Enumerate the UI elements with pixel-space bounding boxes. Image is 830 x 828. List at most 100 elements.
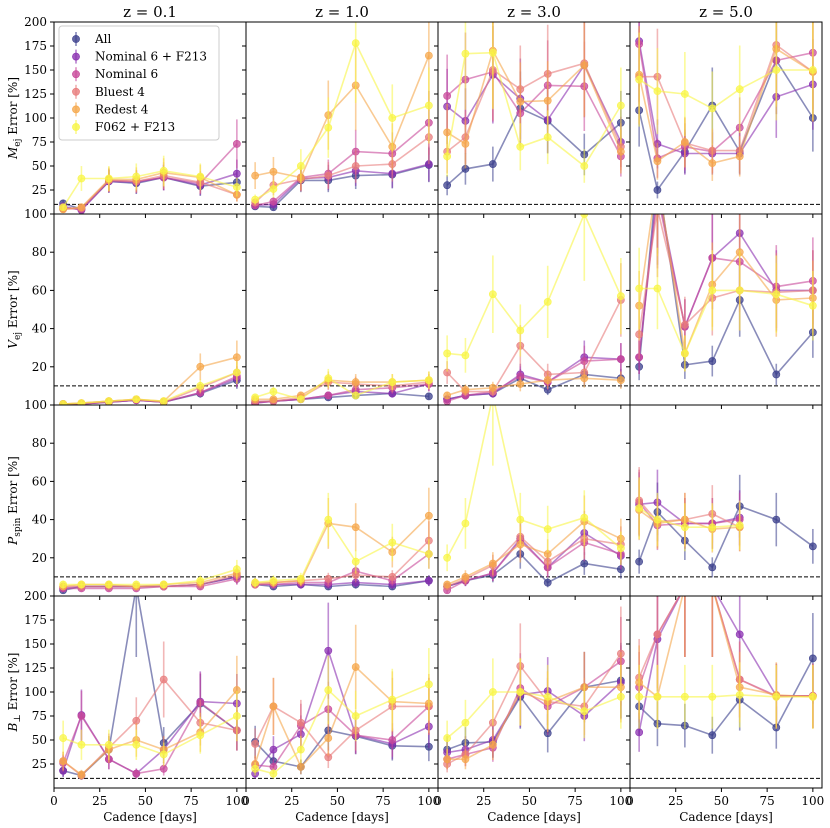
point-f062-f213-5 bbox=[388, 538, 397, 547]
y-tick-label: 175 bbox=[24, 39, 47, 53]
legend-marker bbox=[72, 52, 80, 61]
panel-r2-c3 bbox=[626, 404, 823, 600]
series-nominal-6 bbox=[251, 90, 433, 210]
series-bluest-4 bbox=[251, 521, 433, 589]
series-line-f062-f213 bbox=[447, 214, 622, 357]
point-redest-4-3 bbox=[516, 97, 525, 106]
point-f062-f213-5 bbox=[196, 381, 205, 390]
panel-plot bbox=[54, 559, 246, 595]
point-f062-f213-4 bbox=[735, 286, 744, 295]
point-nominal-6-f213-0 bbox=[635, 728, 644, 737]
point-f062-f213-2 bbox=[104, 740, 113, 749]
point-f062-f213-1 bbox=[77, 399, 86, 405]
y-tick-label: 100 bbox=[24, 111, 47, 125]
point-nominal-6-1 bbox=[77, 712, 86, 720]
point-f062-f213-6 bbox=[808, 301, 817, 310]
series-nominal-6-f213 bbox=[443, 510, 625, 591]
point-redest-4-1 bbox=[461, 385, 470, 394]
panel-frame bbox=[629, 213, 823, 406]
x-tick-label: 25 bbox=[668, 794, 683, 808]
column-title-2: z = 3.0 bbox=[507, 3, 561, 21]
point-redest-4-5 bbox=[196, 362, 205, 371]
panel-plot bbox=[438, 214, 630, 405]
series-f062-f213 bbox=[635, 477, 744, 552]
y-tick-label: 60 bbox=[32, 474, 47, 488]
panel-plot bbox=[246, 602, 438, 779]
panel-plot bbox=[438, 405, 630, 595]
point-f062-f213-5 bbox=[388, 114, 397, 122]
series-line-all bbox=[638, 58, 814, 192]
point-bluest-4-1 bbox=[653, 630, 662, 639]
point-f062-f213-3 bbox=[132, 740, 141, 749]
point-f062-f213-5 bbox=[580, 162, 589, 170]
series-all bbox=[443, 363, 625, 404]
point-nominal-6-3 bbox=[324, 391, 333, 400]
x-axis-label-2: Cadence [days] bbox=[487, 810, 581, 824]
point-f062-f213-4 bbox=[735, 521, 744, 530]
panel-r1-c0 bbox=[50, 213, 247, 409]
y-axis-label-rest: Error [%] bbox=[6, 653, 20, 715]
point-redest-4-5 bbox=[580, 374, 589, 383]
series-bluest-4 bbox=[635, 22, 817, 173]
series-f062-f213 bbox=[635, 22, 817, 146]
point-f062-f213-4 bbox=[543, 525, 552, 534]
y-axis-label-rest: Error [%] bbox=[6, 270, 20, 332]
panel-plot bbox=[438, 22, 630, 205]
point-redest-4-6 bbox=[232, 353, 241, 362]
series-line-f062-f213 bbox=[254, 683, 430, 775]
series-line-nominal-6 bbox=[638, 214, 814, 358]
point-f062-f213-0 bbox=[59, 580, 68, 589]
point-bluest-4-1 bbox=[654, 205, 661, 212]
y-axis-label-main: V bbox=[6, 339, 20, 349]
series-line-bluest-4 bbox=[638, 596, 813, 698]
point-redest-4-6 bbox=[424, 51, 433, 60]
point-nominal-6-0 bbox=[443, 92, 452, 100]
point-f062-f213-5 bbox=[388, 378, 397, 386]
point-nominal-6-4 bbox=[159, 764, 168, 773]
series-line-redest-4 bbox=[638, 214, 813, 357]
point-all-1 bbox=[653, 186, 662, 194]
panel-plot bbox=[54, 340, 246, 405]
point-redest-4-2 bbox=[681, 583, 688, 590]
legend-label: Bluest 4 bbox=[95, 85, 145, 99]
legend-label: Nominal 6 + F213 bbox=[95, 50, 207, 64]
legend-entry-nominal-6-f213: Nominal 6 + F213 bbox=[72, 49, 207, 64]
series-f062-f213 bbox=[443, 405, 625, 572]
y-tick-label: 100 bbox=[24, 685, 47, 699]
point-redest-4-1 bbox=[653, 157, 662, 166]
point-all-4 bbox=[543, 578, 552, 587]
y-tick-label: 50 bbox=[32, 733, 47, 747]
point-f062-f213-0 bbox=[443, 349, 452, 358]
y-axis-label-1: Vej Error [%] bbox=[6, 270, 23, 348]
y-axis-label-main: B bbox=[6, 722, 20, 732]
point-f062-f213-3 bbox=[708, 523, 717, 532]
panel-plot bbox=[246, 487, 438, 591]
series-redest-4 bbox=[443, 22, 625, 174]
y-axis-label-2: Pspin Error [%] bbox=[6, 456, 23, 546]
point-f062-f213-0 bbox=[635, 284, 644, 293]
series-line-f062-f213 bbox=[446, 405, 622, 559]
y-tick-label: 80 bbox=[32, 245, 47, 259]
point-bluest-4-0 bbox=[251, 739, 260, 748]
y-axis-label-rest: Error [%] bbox=[6, 456, 20, 518]
panel-frame bbox=[53, 595, 247, 789]
point-f062-f213-2 bbox=[104, 174, 113, 183]
point-f062-f213-2 bbox=[488, 290, 497, 299]
panel-r2-c2 bbox=[434, 404, 631, 600]
point-redest-4-5 bbox=[580, 61, 589, 70]
point-f062-f213-0 bbox=[251, 393, 260, 402]
point-f062-f213-6 bbox=[232, 368, 241, 377]
point-bluest-4-2 bbox=[296, 718, 305, 727]
point-redest-4-1 bbox=[77, 203, 86, 212]
series-line-all bbox=[638, 214, 814, 376]
legend-label: F062 + F213 bbox=[95, 120, 175, 134]
panel-plot bbox=[630, 22, 822, 205]
series-line-bluest-4 bbox=[639, 43, 814, 152]
series-line-nominal-6-f213 bbox=[638, 596, 813, 733]
point-f062-f213-5 bbox=[388, 695, 397, 704]
series-f062-f213 bbox=[443, 214, 625, 373]
point-f062-f213-3 bbox=[324, 686, 333, 694]
x-tick-label: 75 bbox=[568, 794, 583, 808]
point-f062-f213-4 bbox=[159, 750, 168, 759]
